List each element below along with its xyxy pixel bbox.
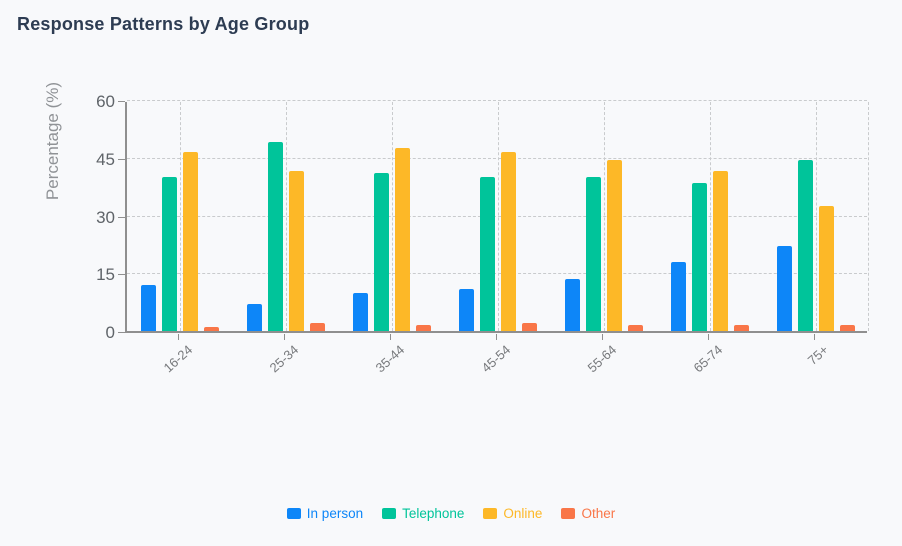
bar-online-16-24[interactable] — [183, 151, 198, 331]
bar-other-16-24[interactable] — [204, 327, 219, 331]
bar-online-35-44[interactable] — [395, 148, 410, 331]
y-tick-label-30: 30 — [96, 207, 115, 227]
x-tick-label-35-44: 35-44 — [372, 342, 408, 376]
gridline-vertical — [816, 102, 817, 331]
x-tick-label-65-74: 65-74 — [690, 342, 726, 376]
y-tick-mark — [118, 158, 125, 160]
y-tick-label-0: 0 — [105, 323, 115, 342]
x-tick-mark — [178, 334, 179, 340]
legend: In person Telephone Online Other — [0, 506, 902, 521]
gridline-horizontal — [127, 157, 867, 159]
x-tick-mark — [708, 334, 709, 340]
y-tick-mark — [118, 274, 125, 276]
gridline-vertical — [180, 102, 181, 331]
bar-telephone-75+[interactable] — [798, 159, 813, 331]
gridline-vertical — [710, 102, 711, 331]
x-tick-mark — [390, 334, 391, 340]
y-tick-mark — [118, 216, 125, 218]
bar-in-person-16-24[interactable] — [141, 284, 156, 331]
x-tick-label-75+: 75+ — [804, 342, 832, 368]
plot-area — [125, 100, 869, 333]
x-tick-label-16-24: 16-24 — [160, 342, 196, 376]
y-tick-mark — [118, 101, 125, 102]
bar-in-person-25-34[interactable] — [247, 304, 262, 331]
legend-swatch-icon — [286, 508, 301, 519]
y-axis-title: Percentage (%) — [43, 81, 62, 201]
x-tick-mark — [496, 334, 497, 340]
x-tick-label-55-64: 55-64 — [584, 342, 620, 376]
y-tick-label-45: 45 — [96, 149, 115, 169]
bar-other-65-74[interactable] — [734, 325, 749, 331]
gridline-vertical — [286, 102, 287, 331]
bar-online-45-54[interactable] — [501, 151, 516, 331]
x-tick-mark — [602, 334, 603, 340]
legend-swatch-icon — [382, 508, 397, 519]
chart-title: Response Patterns by Age Group — [17, 14, 310, 34]
bar-telephone-35-44[interactable] — [374, 173, 389, 331]
bar-other-25-34[interactable] — [310, 323, 325, 331]
x-tick-label-45-54: 45-54 — [478, 342, 514, 376]
x-tick-mark — [814, 334, 815, 340]
bar-other-35-44[interactable] — [416, 325, 431, 331]
gridline-horizontal — [127, 215, 867, 217]
x-tick-label-25-34: 25-34 — [266, 342, 302, 376]
legend-item-online[interactable]: Online — [483, 506, 542, 521]
bar-telephone-25-34[interactable] — [268, 142, 283, 331]
y-tick-mark — [118, 332, 125, 333]
gridline-horizontal — [127, 273, 867, 275]
gridline-horizontal — [127, 100, 867, 101]
legend-item-other[interactable]: Other — [561, 506, 615, 521]
legend-item-in-person[interactable]: In person — [286, 506, 364, 521]
bar-in-person-65-74[interactable] — [671, 261, 686, 331]
bar-telephone-65-74[interactable] — [692, 182, 707, 331]
y-tick-label-15: 15 — [96, 265, 115, 285]
legend-swatch-icon — [483, 508, 498, 519]
y-tick-label-60: 60 — [96, 92, 115, 111]
legend-swatch-icon — [561, 508, 576, 519]
bar-telephone-16-24[interactable] — [162, 177, 177, 331]
legend-label: Telephone — [402, 506, 465, 521]
bar-online-65-74[interactable] — [713, 171, 728, 331]
gridline-vertical — [868, 102, 869, 331]
bar-in-person-55-64[interactable] — [565, 279, 580, 331]
bar-telephone-45-54[interactable] — [480, 177, 495, 331]
bar-in-person-45-54[interactable] — [459, 288, 474, 331]
legend-label: Online — [503, 506, 543, 521]
bar-other-55-64[interactable] — [628, 325, 643, 331]
legend-item-telephone[interactable]: Telephone — [382, 506, 464, 521]
bar-online-25-34[interactable] — [289, 171, 304, 331]
bar-in-person-75+[interactable] — [777, 246, 792, 331]
gridline-vertical — [604, 102, 605, 331]
legend-label: Other — [581, 506, 616, 521]
legend-label: In person — [306, 506, 364, 521]
bar-online-75+[interactable] — [819, 205, 834, 331]
gridline-vertical — [392, 102, 393, 331]
bar-telephone-55-64[interactable] — [586, 177, 601, 331]
x-tick-mark — [284, 334, 285, 340]
bar-other-75+[interactable] — [840, 325, 855, 331]
bar-in-person-35-44[interactable] — [353, 292, 368, 331]
gridline-vertical — [498, 102, 499, 331]
bar-other-45-54[interactable] — [522, 323, 537, 331]
bar-online-55-64[interactable] — [607, 159, 622, 331]
